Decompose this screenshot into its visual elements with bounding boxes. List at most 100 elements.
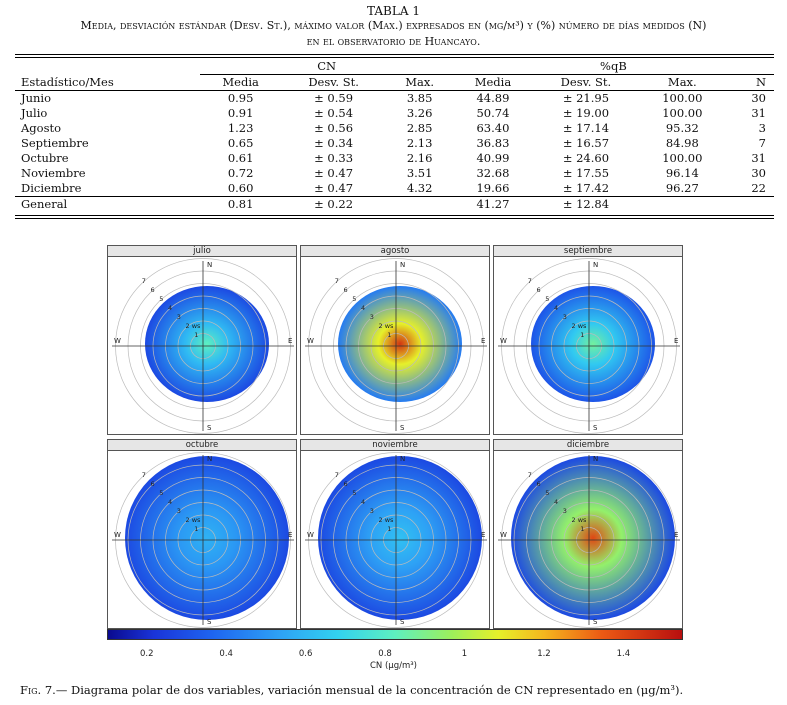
table-cell: 3.85 (406, 91, 433, 105)
table-bottom-rule-2 (15, 218, 774, 219)
table-cell: 96.14 (665, 166, 699, 180)
compass-label: W (114, 531, 121, 539)
table-bottom-rule-1 (15, 215, 774, 216)
table-cell: 95.32 (665, 121, 699, 135)
table-row: Noviembre 0.72 ± 0.47 3.51 32.68 ± 17.55 96.14… (15, 166, 774, 181)
table-cell: 3.51 (406, 166, 433, 180)
table-cell: 36.83 (476, 136, 510, 150)
table-cell: 19.66 (476, 181, 510, 195)
ring-label: 6 (537, 480, 541, 488)
ring-label: 5 (352, 295, 356, 303)
colorbar-tick-label: 0.6 (298, 649, 313, 659)
table-cell: 44.89 (476, 91, 510, 105)
ring-label: 5 (159, 295, 163, 303)
compass-label: E (288, 531, 292, 539)
table-cell: 96.27 (665, 181, 699, 195)
ring-label: 3 (563, 313, 567, 321)
column-header: Max. (386, 74, 453, 91)
compass-label: N (207, 455, 212, 463)
table-group-row: CN %qB (15, 59, 774, 75)
table-cell (386, 196, 453, 212)
table-cell: Diciembre (21, 181, 82, 195)
table-cell: 32.68 (476, 166, 510, 180)
table-cell: ± 17.42 (562, 181, 610, 195)
column-header: Estadístico/Mes (15, 74, 201, 91)
table-cell: 3.26 (406, 106, 433, 120)
table-cell: Agosto (21, 121, 62, 135)
ring-label: 5 (159, 489, 163, 497)
ring-label: 7 (528, 277, 532, 285)
compass-label: S (593, 618, 598, 626)
table-cell: Junio (21, 91, 52, 105)
compass-label: W (500, 531, 507, 539)
table-cell: ± 21.95 (562, 91, 610, 105)
ring-label: 7 (335, 471, 339, 479)
table-cell (725, 196, 774, 212)
panel-title: julio (108, 246, 296, 257)
table-cell (638, 196, 726, 212)
table-cell: 0.60 (227, 181, 254, 195)
colorbar-tick-label: 1 (461, 649, 468, 659)
ring-label: 2 ws (186, 516, 202, 524)
table-cell: ± 12.84 (533, 196, 639, 212)
ring-label: 7 (142, 277, 146, 285)
table-cell: ± 0.47 (314, 181, 354, 195)
table-cell: 40.99 (476, 151, 510, 165)
table-cell: ± 24.60 (562, 151, 610, 165)
compass-label: S (400, 424, 405, 432)
table-cell: 31 (751, 106, 766, 120)
table-cell: 30 (751, 166, 766, 180)
ring-label: 1 (194, 331, 198, 339)
ring-label: 5 (545, 295, 549, 303)
panel-title: octubre (108, 440, 296, 451)
compass-label: W (500, 337, 507, 345)
group-header-cn: CN (200, 59, 453, 75)
table-cell: ± 0.56 (314, 121, 354, 135)
table-row: Septiembre 0.65 ± 0.34 2.13 36.83 ± 16.57 84.9… (15, 136, 774, 151)
compass-label: W (114, 337, 121, 345)
ring-label: 1 (580, 331, 584, 339)
table-top-rule-2 (15, 57, 774, 58)
table-caption-line1: Media, desviación estándar (Desv. St.), … (80, 19, 707, 32)
table-row: Diciembre 0.60 ± 0.47 4.32 19.66 ± 17.42 96.27… (15, 181, 774, 197)
table-header-row: Estadístico/Mes Media Desv. St. Max. Med… (15, 74, 774, 91)
table-cell: 1.23 (227, 121, 254, 135)
figure-caption: Fig. 7.— Diagrama polar de dos variables… (20, 683, 780, 697)
ring-label: 6 (537, 286, 541, 294)
ring-label: 6 (344, 480, 348, 488)
ring-label: 4 (361, 498, 365, 506)
table-cell: ± 0.34 (314, 136, 354, 150)
concentration-field (145, 286, 269, 402)
ring-label: 5 (545, 489, 549, 497)
table-cell: ± 17.14 (562, 121, 610, 135)
table-cell: ± 0.54 (314, 106, 354, 120)
table-cell: 22 (751, 181, 766, 195)
table-label: TABLA 1 (367, 4, 420, 18)
panel-title: agosto (301, 246, 489, 257)
polar-panel: agosto N S E W 1 2 ws 3 4 5 6 7 (300, 245, 490, 435)
table-row: Agosto 1.23 ± 0.56 2.85 63.40 ± 17.14 95.32 3 (15, 121, 774, 136)
ring-label: 7 (142, 471, 146, 479)
table-cell: 100.00 (662, 91, 703, 105)
table-cell: ± 0.47 (314, 166, 354, 180)
table-cell: 63.40 (476, 121, 510, 135)
ring-label: 6 (151, 480, 155, 488)
group-header-qb: %qB (452, 59, 774, 75)
stats-table: CN %qB Estadístico/Mes Media Desv. St. M… (15, 59, 774, 212)
panel-title: diciembre (494, 440, 682, 451)
compass-label: E (288, 337, 292, 345)
ring-label: 4 (168, 304, 172, 312)
table-cell: 30 (751, 91, 766, 105)
colorbar-tick-label: 1.4 (616, 649, 631, 659)
colorbar (107, 629, 683, 640)
table-cell: 2.85 (406, 121, 433, 135)
column-header: Media (200, 74, 281, 91)
ring-label: 2 ws (186, 322, 202, 330)
table-cell: Octubre (21, 151, 69, 165)
table-cell: 31 (751, 151, 766, 165)
panel-title: noviembre (301, 440, 489, 451)
